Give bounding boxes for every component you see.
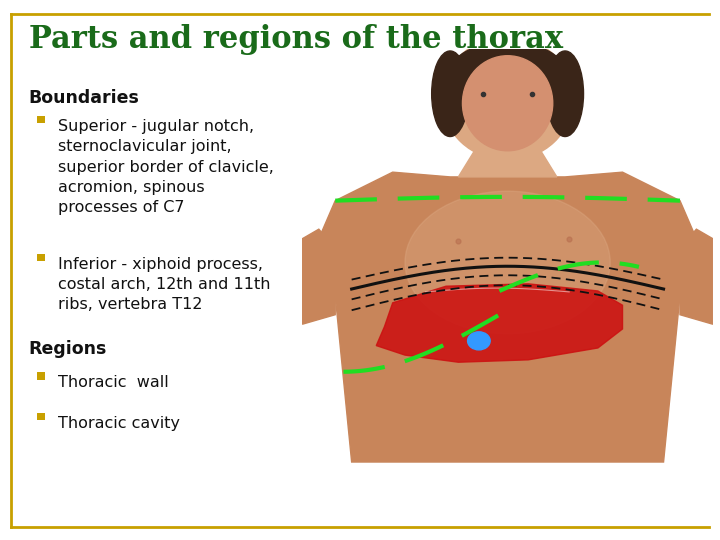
Text: Boundaries: Boundaries [29,89,140,107]
Polygon shape [459,144,557,177]
Ellipse shape [462,56,553,151]
Ellipse shape [442,37,573,160]
Text: Superior - jugular notch,
sternoclavicular joint,
superior border of clavicle,
a: Superior - jugular notch, sternoclavicul… [58,119,274,215]
Ellipse shape [432,51,469,137]
Polygon shape [377,284,623,362]
Polygon shape [302,229,336,324]
Ellipse shape [546,51,583,137]
Text: Thoracic  wall: Thoracic wall [58,375,168,390]
Ellipse shape [446,42,569,118]
Text: Parts and regions of the thorax: Parts and regions of the thorax [29,24,563,55]
Text: Regions: Regions [29,340,107,358]
Polygon shape [680,229,713,324]
Polygon shape [319,172,696,462]
Text: Thoracic cavity: Thoracic cavity [58,416,179,431]
Ellipse shape [467,332,490,350]
Ellipse shape [405,191,610,334]
Text: Inferior - xiphoid process,
costal arch, 12th and 11th
ribs, vertebra T12: Inferior - xiphoid process, costal arch,… [58,256,270,312]
